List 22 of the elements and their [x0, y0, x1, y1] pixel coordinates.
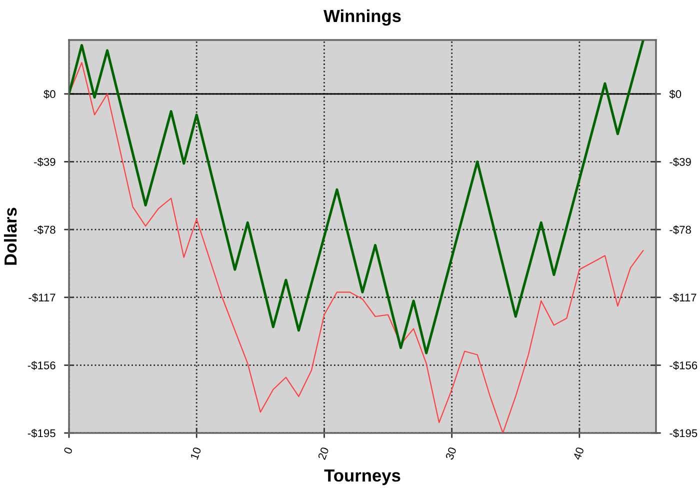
- x-tick-label: 10: [190, 446, 202, 460]
- y2-tick-label: -$39: [670, 158, 691, 167]
- x-axis-title: Tourneys: [324, 470, 400, 486]
- y2-tick-label: -$78: [670, 225, 691, 234]
- chart-title: Winnings: [324, 9, 401, 26]
- y-tick-label: -$78: [34, 225, 56, 234]
- x-tick-label: 30: [445, 446, 457, 460]
- y-tick-label: -$117: [28, 293, 56, 302]
- line-series: [69, 40, 644, 354]
- x-tick-label: 40: [572, 446, 584, 460]
- line-series: [69, 62, 644, 433]
- y-tick-label: -$156: [28, 360, 56, 370]
- y-axis-title: Dollars: [4, 208, 17, 265]
- y-tick-label: -$195: [28, 428, 56, 438]
- x-tick-label: 20: [318, 446, 329, 460]
- x-tick-label: 0: [64, 446, 73, 454]
- y-tick-label: -$39: [34, 158, 56, 167]
- y2-tick-label: -$195: [670, 428, 698, 438]
- y2-tick-label: -$156: [670, 360, 698, 370]
- y-tick-label: $0: [44, 90, 56, 99]
- y2-tick-label: -$117: [670, 293, 696, 302]
- y2-tick-label: $0: [669, 90, 682, 99]
